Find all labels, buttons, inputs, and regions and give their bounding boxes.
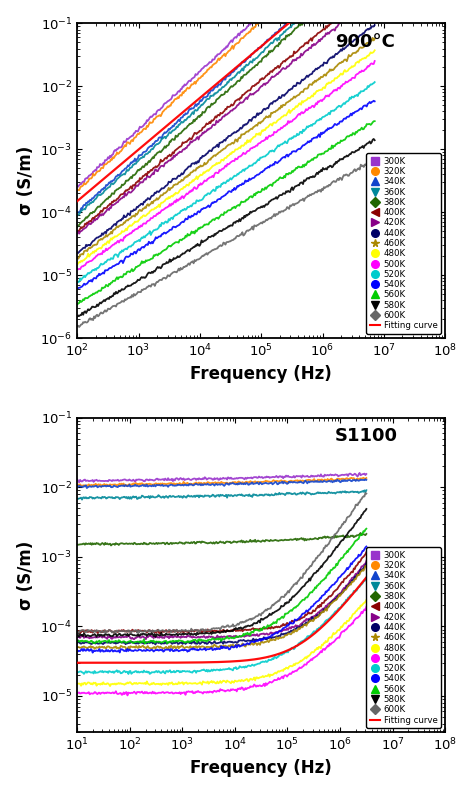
Y-axis label: σ (S/m): σ (S/m)	[17, 541, 35, 610]
Y-axis label: σ (S/m): σ (S/m)	[17, 146, 35, 215]
X-axis label: Frequency (Hz): Frequency (Hz)	[191, 759, 332, 777]
Text: 900°C: 900°C	[335, 33, 395, 51]
X-axis label: Frequency (Hz): Frequency (Hz)	[191, 365, 332, 384]
Legend: 300K, 320K, 340K, 360K, 380K, 400K, 420K, 440K, 460K, 480K, 500K, 520K, 540K, 56: 300K, 320K, 340K, 360K, 380K, 400K, 420K…	[366, 153, 441, 333]
Text: S1100: S1100	[335, 427, 398, 445]
Legend: 300K, 320K, 340K, 360K, 380K, 400K, 420K, 440K, 460K, 480K, 500K, 520K, 540K, 56: 300K, 320K, 340K, 360K, 380K, 400K, 420K…	[366, 547, 441, 728]
